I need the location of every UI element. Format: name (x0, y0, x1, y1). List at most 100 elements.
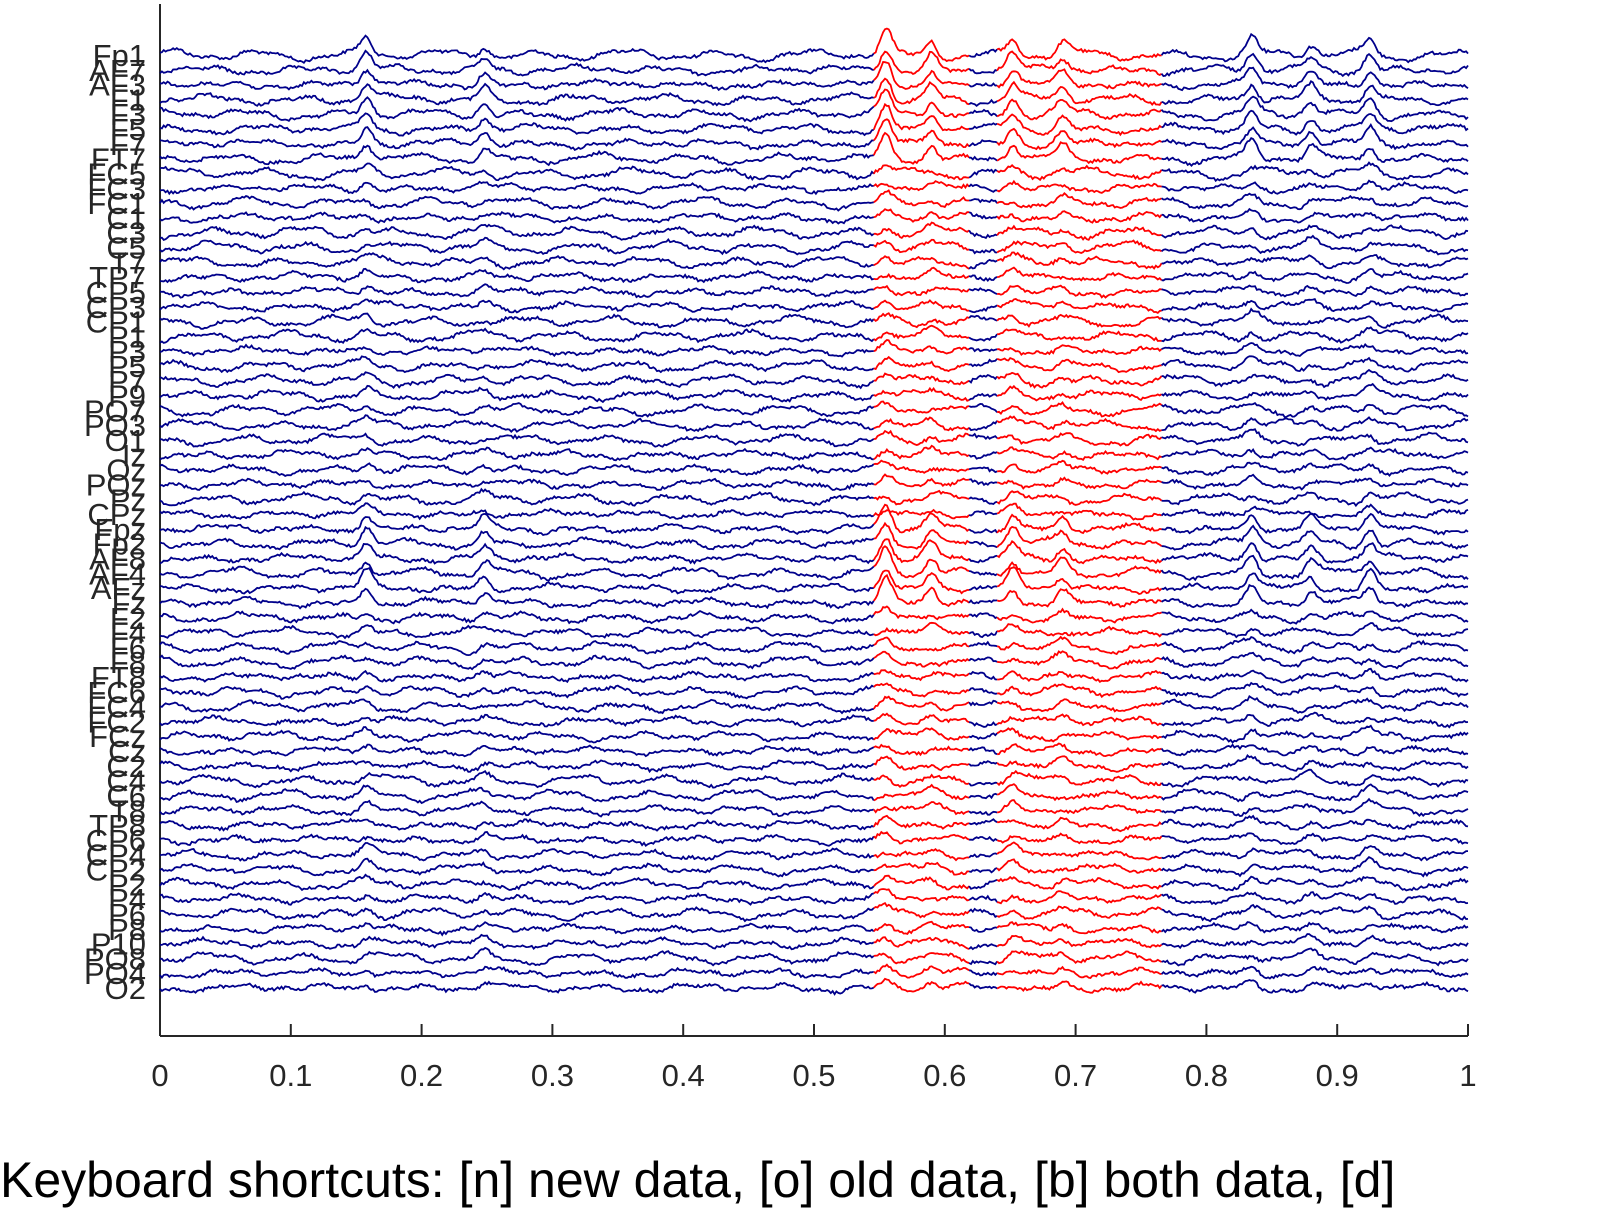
channel-label-P2: P2 (108, 867, 146, 902)
channel-label-CP2: CP2 (86, 853, 146, 888)
eeg-trace-T8 (968, 810, 998, 816)
eeg-trace-FC4 (968, 699, 998, 707)
eeg-trace-highlight-F8 (996, 650, 1162, 670)
channel-label-AFz: AFz (91, 571, 146, 606)
eeg-trace-highlight-F6 (996, 635, 1162, 656)
keyboard-shortcuts-text: Keyboard shortcuts: [n] new data, [o] ol… (0, 1152, 1396, 1208)
channel-label-Fp1: Fp1 (93, 38, 146, 73)
eeg-trace-CP6 (969, 835, 998, 842)
channel-label-PO8: PO8 (84, 941, 146, 976)
channel-label-Fp2: Fp2 (93, 527, 146, 562)
channel-label-FC5: FC5 (87, 156, 146, 191)
eeg-trace-highlight-FC6 (997, 683, 1163, 699)
eeg-trace-F1 (159, 82, 875, 107)
channel-label-P9: P9 (108, 379, 146, 414)
eeg-trace-highlight-F1 (996, 80, 1163, 107)
eeg-trace-F7 (159, 126, 874, 152)
eeg-trace-P5 (159, 355, 875, 374)
eeg-trace-P10 (968, 943, 998, 951)
eeg-trace-highlight-C3 (996, 224, 1162, 241)
eeg-trace-highlight-FT7 (872, 131, 970, 165)
eeg-trace-AF8 (968, 554, 998, 564)
eeg-trace-highlight-FC3 (873, 180, 970, 192)
eeg-trace-CP4 (1161, 845, 1468, 862)
eeg-trace-P5 (1161, 355, 1468, 373)
eeg-trace-CP4 (159, 842, 874, 862)
eeg-trace-CP1 (159, 312, 875, 330)
eeg-trace-AF3 (1161, 66, 1469, 92)
eeg-trace-O1 (160, 432, 875, 448)
eeg-trace-PO8 (968, 959, 998, 966)
eeg-trace-F6 (968, 640, 998, 648)
channel-label-CP6: CP6 (86, 823, 146, 858)
eeg-trace-AF4 (968, 570, 998, 577)
eeg-trace-highlight-CP6 (996, 832, 1163, 845)
eeg-trace-C1 (1161, 207, 1469, 224)
channel-label-FC3: FC3 (87, 171, 146, 206)
eeg-trace-highlight-Oz (997, 459, 1162, 475)
x-tick-label: 0.8 (1185, 1058, 1228, 1093)
eeg-trace-highlight-PO8 (996, 950, 1162, 965)
eeg-trace-highlight-P3 (873, 339, 970, 355)
eeg-trace-highlight-C2 (996, 755, 1162, 773)
eeg-trace-FC3 (1161, 179, 1469, 195)
eeg-trace-O1 (968, 432, 998, 440)
eeg-trace-highlight-Cz (873, 743, 970, 757)
eeg-trace-P8 (968, 926, 998, 933)
channel-label-CP3: CP3 (86, 290, 146, 325)
eeg-trace-TP7 (159, 267, 875, 284)
eeg-trace-highlight-P8 (996, 921, 1162, 935)
eeg-trace-POz (159, 477, 875, 491)
channel-label-Pz: Pz (110, 482, 146, 517)
eeg-trace-highlight-CP2 (996, 858, 1163, 874)
eeg-trace-C5 (159, 236, 874, 256)
eeg-trace-highlight-CPz (996, 502, 1162, 521)
eeg-trace-P1 (159, 327, 875, 344)
eeg-trace-highlight-C5 (873, 238, 970, 254)
eeg-trace-Cz (968, 746, 998, 756)
eeg-trace-CP3 (159, 298, 875, 314)
channel-label-F2: F2 (110, 601, 146, 636)
channel-label-Cz: Cz (108, 734, 146, 769)
eeg-trace-highlight-Iz (873, 444, 970, 461)
eeg-trace-FC5 (1161, 161, 1469, 183)
eeg-trace-CPz (968, 510, 998, 517)
eeg-trace-Oz (968, 466, 998, 474)
eeg-trace-highlight-CP3 (873, 299, 970, 312)
eeg-trace-AFz (159, 566, 874, 595)
eeg-trace-highlight-AF4 (873, 545, 970, 579)
eeg-trace-FCz (1161, 724, 1469, 744)
eeg-trace-Oz (1161, 461, 1469, 478)
eeg-trace-highlight-F1 (873, 77, 970, 106)
eeg-trace-F4 (1161, 622, 1469, 639)
eeg-trace-highlight-C5 (996, 239, 1163, 254)
eeg-trace-highlight-P5 (873, 355, 970, 373)
x-tick-label: 1 (1459, 1058, 1476, 1093)
eeg-trace-C6 (1160, 783, 1469, 803)
channel-label-P1: P1 (108, 319, 146, 354)
eeg-trace-PO7 (1161, 401, 1469, 419)
x-tick-label: 0.1 (269, 1058, 312, 1093)
eeg-trace-P5 (968, 358, 998, 368)
eeg-trace-P6 (159, 906, 875, 923)
eeg-trace-highlight-Fpz (996, 513, 1162, 535)
eeg-trace-highlight-PO3 (996, 415, 1162, 433)
eeg-trace-highlight-FCz (873, 727, 970, 741)
x-tick-label: 0.9 (1316, 1058, 1359, 1093)
eeg-trace-FT7 (969, 155, 998, 162)
channel-label-T7: T7 (110, 245, 146, 280)
eeg-trace-P2 (159, 873, 875, 892)
eeg-trace-P7 (1161, 368, 1469, 389)
eeg-trace-highlight-CP4 (873, 848, 970, 862)
eeg-trace-highlight-PO4 (996, 965, 1162, 979)
eeg-trace-highlight-F4 (996, 623, 1163, 638)
channel-label-PO4: PO4 (84, 956, 146, 991)
eeg-trace-C4 (968, 781, 998, 787)
eeg-trace-F1 (968, 98, 998, 107)
eeg-trace-F7 (1161, 123, 1469, 151)
eeg-trace-highlight-O1 (997, 432, 1163, 447)
channel-label-Iz: Iz (122, 438, 146, 473)
eeg-trace-PO3 (159, 414, 875, 434)
eeg-trace-FC4 (1161, 694, 1469, 715)
eeg-trace-highlight-FT7 (996, 141, 1162, 165)
